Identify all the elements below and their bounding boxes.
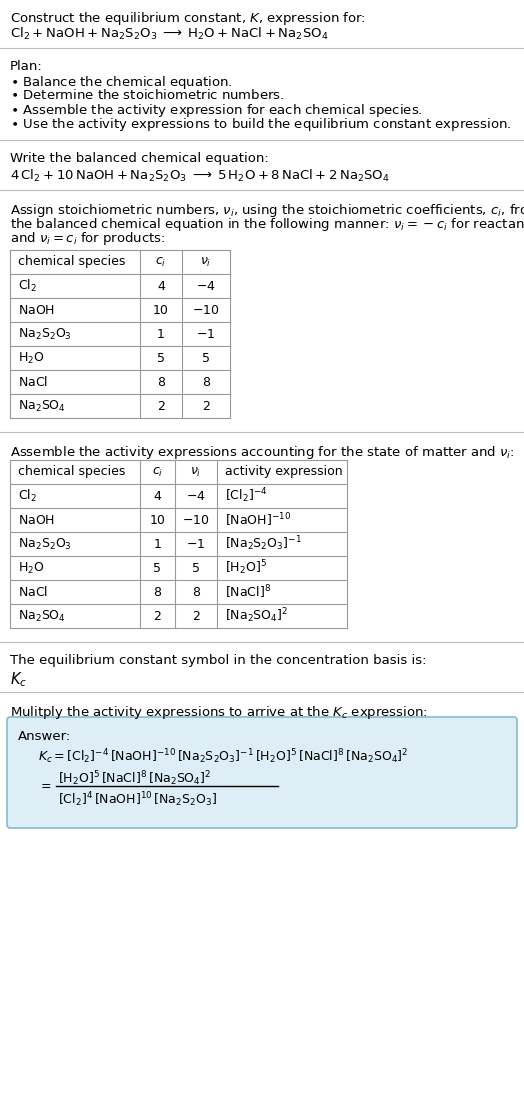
Text: 2: 2 xyxy=(202,399,210,413)
FancyBboxPatch shape xyxy=(7,717,517,828)
Text: $[\mathrm{H_2O}]^5\,[\mathrm{NaCl}]^8\,[\mathrm{Na_2SO_4}]^2$: $[\mathrm{H_2O}]^5\,[\mathrm{NaCl}]^8\,[… xyxy=(58,769,212,788)
Text: $\mathrm{Cl_2}$: $\mathrm{Cl_2}$ xyxy=(18,278,37,295)
Text: 5: 5 xyxy=(157,352,165,364)
Text: 1: 1 xyxy=(157,328,165,341)
Text: $\bullet$ Assemble the activity expression for each chemical species.: $\bullet$ Assemble the activity expressi… xyxy=(10,101,423,119)
Text: $\nu_i$: $\nu_i$ xyxy=(200,256,212,268)
Text: $\mathrm{H_2O}$: $\mathrm{H_2O}$ xyxy=(18,560,45,576)
Text: $\bullet$ Balance the chemical equation.: $\bullet$ Balance the chemical equation. xyxy=(10,74,233,92)
Text: Mulitply the activity expressions to arrive at the $K_c$ expression:: Mulitply the activity expressions to arr… xyxy=(10,704,428,721)
Text: $[\mathrm{NaCl}]^{8}$: $[\mathrm{NaCl}]^{8}$ xyxy=(225,583,271,601)
Text: $\mathrm{Na_2SO_4}$: $\mathrm{Na_2SO_4}$ xyxy=(18,398,66,414)
Text: Plan:: Plan: xyxy=(10,60,43,73)
Text: chemical species: chemical species xyxy=(18,256,125,268)
Text: 8: 8 xyxy=(192,586,200,599)
Text: 4: 4 xyxy=(154,490,161,503)
Text: $c_i$: $c_i$ xyxy=(156,256,167,268)
Text: 8: 8 xyxy=(157,375,165,388)
Text: Write the balanced chemical equation:: Write the balanced chemical equation: xyxy=(10,152,269,165)
Text: $-10$: $-10$ xyxy=(182,514,210,526)
Text: $-1$: $-1$ xyxy=(187,537,205,550)
Text: $c_i$: $c_i$ xyxy=(152,465,163,479)
Text: Assemble the activity expressions accounting for the state of matter and $\nu_i$: Assemble the activity expressions accoun… xyxy=(10,445,515,461)
Text: $\mathrm{NaOH}$: $\mathrm{NaOH}$ xyxy=(18,303,55,317)
Text: The equilibrium constant symbol in the concentration basis is:: The equilibrium constant symbol in the c… xyxy=(10,654,427,667)
Text: 10: 10 xyxy=(149,514,166,526)
Text: 2: 2 xyxy=(192,610,200,622)
Text: 5: 5 xyxy=(154,561,161,575)
Text: 5: 5 xyxy=(192,561,200,575)
Text: $=$: $=$ xyxy=(38,778,52,791)
Text: Construct the equilibrium constant, $K$, expression for:: Construct the equilibrium constant, $K$,… xyxy=(10,10,366,26)
Text: $[\mathrm{Cl_2}]^{-4}$: $[\mathrm{Cl_2}]^{-4}$ xyxy=(225,486,267,505)
Text: $-10$: $-10$ xyxy=(192,303,220,317)
Text: Assign stoichiometric numbers, $\nu_i$, using the stoichiometric coefficients, $: Assign stoichiometric numbers, $\nu_i$, … xyxy=(10,202,524,219)
Text: Answer:: Answer: xyxy=(18,730,71,743)
Text: $\mathrm{Cl_2 + NaOH + Na_2S_2O_3 \;\longrightarrow\; H_2O + NaCl + Na_2SO_4}$: $\mathrm{Cl_2 + NaOH + Na_2S_2O_3 \;\lon… xyxy=(10,26,329,42)
Text: $[\mathrm{H_2O}]^{5}$: $[\mathrm{H_2O}]^{5}$ xyxy=(225,558,267,577)
Text: $4\,\mathrm{Cl_2} + 10\,\mathrm{NaOH} + \mathrm{Na_2S_2O_3} \;\longrightarrow\; : $4\,\mathrm{Cl_2} + 10\,\mathrm{NaOH} + … xyxy=(10,168,390,184)
Text: $[\mathrm{Na_2SO_4}]^{2}$: $[\mathrm{Na_2SO_4}]^{2}$ xyxy=(225,607,288,625)
Text: 8: 8 xyxy=(202,375,210,388)
Text: 10: 10 xyxy=(153,303,169,317)
Text: $\mathrm{Na_2S_2O_3}$: $\mathrm{Na_2S_2O_3}$ xyxy=(18,326,72,342)
Text: $[\mathrm{Cl_2}]^4\,[\mathrm{NaOH}]^{10}\,[\mathrm{Na_2S_2O_3}]$: $[\mathrm{Cl_2}]^4\,[\mathrm{NaOH}]^{10}… xyxy=(58,790,217,808)
Text: $\mathrm{H_2O}$: $\mathrm{H_2O}$ xyxy=(18,351,45,365)
Text: $K_c$: $K_c$ xyxy=(10,670,27,688)
Text: $\mathrm{Na_2SO_4}$: $\mathrm{Na_2SO_4}$ xyxy=(18,609,66,623)
Text: 5: 5 xyxy=(202,352,210,364)
Text: $\mathrm{NaOH}$: $\mathrm{NaOH}$ xyxy=(18,514,55,526)
Text: 8: 8 xyxy=(154,586,161,599)
Text: chemical species: chemical species xyxy=(18,465,125,479)
Text: $\mathrm{NaCl}$: $\mathrm{NaCl}$ xyxy=(18,375,48,389)
Text: $\mathrm{Na_2S_2O_3}$: $\mathrm{Na_2S_2O_3}$ xyxy=(18,536,72,552)
Text: activity expression: activity expression xyxy=(225,465,343,479)
Text: $-1$: $-1$ xyxy=(196,328,215,341)
Text: 1: 1 xyxy=(154,537,161,550)
Text: 2: 2 xyxy=(157,399,165,413)
Text: and $\nu_i = c_i$ for products:: and $\nu_i = c_i$ for products: xyxy=(10,231,166,247)
Text: $\mathrm{NaCl}$: $\mathrm{NaCl}$ xyxy=(18,585,48,599)
Text: $[\mathrm{Na_2S_2O_3}]^{-1}$: $[\mathrm{Na_2S_2O_3}]^{-1}$ xyxy=(225,535,302,554)
Text: $\nu_i$: $\nu_i$ xyxy=(190,465,202,479)
Text: $\mathrm{Cl_2}$: $\mathrm{Cl_2}$ xyxy=(18,488,37,504)
Text: 4: 4 xyxy=(157,279,165,292)
Text: $K_c = [\mathrm{Cl_2}]^{-4}\,[\mathrm{NaOH}]^{-10}\,[\mathrm{Na_2S_2O_3}]^{-1}\,: $K_c = [\mathrm{Cl_2}]^{-4}\,[\mathrm{Na… xyxy=(38,747,409,765)
Text: $-4$: $-4$ xyxy=(186,490,206,503)
Text: $-4$: $-4$ xyxy=(196,279,216,292)
Text: $\bullet$ Use the activity expressions to build the equilibrium constant express: $\bullet$ Use the activity expressions t… xyxy=(10,116,511,133)
Text: the balanced chemical equation in the following manner: $\nu_i = -c_i$ for react: the balanced chemical equation in the fo… xyxy=(10,216,524,233)
Text: 2: 2 xyxy=(154,610,161,622)
Text: $[\mathrm{NaOH}]^{-10}$: $[\mathrm{NaOH}]^{-10}$ xyxy=(225,511,291,528)
Text: $\bullet$ Determine the stoichiometric numbers.: $\bullet$ Determine the stoichiometric n… xyxy=(10,88,285,101)
